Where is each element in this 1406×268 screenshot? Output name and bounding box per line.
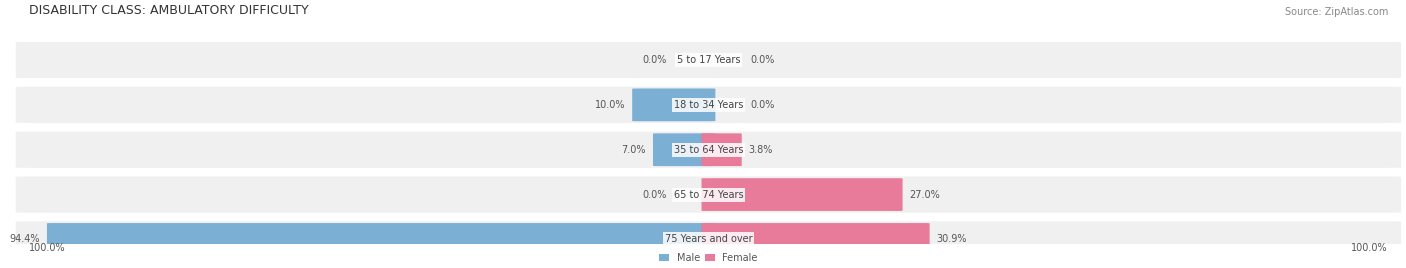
Text: 0.0%: 0.0% xyxy=(643,55,666,65)
Text: 35 to 64 Years: 35 to 64 Years xyxy=(673,145,744,155)
Text: DISABILITY CLASS: AMBULATORY DIFFICULTY: DISABILITY CLASS: AMBULATORY DIFFICULTY xyxy=(30,4,308,17)
FancyBboxPatch shape xyxy=(702,133,742,166)
FancyBboxPatch shape xyxy=(15,41,1402,79)
Text: 100.0%: 100.0% xyxy=(30,243,66,253)
Text: 5 to 17 Years: 5 to 17 Years xyxy=(676,55,740,65)
FancyBboxPatch shape xyxy=(15,221,1402,258)
Text: Source: ZipAtlas.com: Source: ZipAtlas.com xyxy=(1285,8,1388,17)
Text: 0.0%: 0.0% xyxy=(749,100,775,110)
Text: 94.4%: 94.4% xyxy=(10,234,39,244)
Text: 100.0%: 100.0% xyxy=(1351,243,1388,253)
Text: 65 to 74 Years: 65 to 74 Years xyxy=(673,189,744,200)
FancyBboxPatch shape xyxy=(652,133,716,166)
FancyBboxPatch shape xyxy=(633,88,716,121)
Text: 0.0%: 0.0% xyxy=(749,55,775,65)
Text: 3.8%: 3.8% xyxy=(748,145,773,155)
Text: 27.0%: 27.0% xyxy=(910,189,941,200)
FancyBboxPatch shape xyxy=(46,223,716,256)
FancyBboxPatch shape xyxy=(15,176,1402,213)
Text: 10.0%: 10.0% xyxy=(595,100,626,110)
Text: 0.0%: 0.0% xyxy=(643,189,666,200)
Text: 7.0%: 7.0% xyxy=(621,145,645,155)
Text: 30.9%: 30.9% xyxy=(936,234,967,244)
Text: 75 Years and over: 75 Years and over xyxy=(665,234,752,244)
FancyBboxPatch shape xyxy=(702,178,903,211)
FancyBboxPatch shape xyxy=(15,86,1402,124)
FancyBboxPatch shape xyxy=(15,131,1402,169)
Legend: Male, Female: Male, Female xyxy=(655,249,762,266)
Text: 18 to 34 Years: 18 to 34 Years xyxy=(673,100,744,110)
FancyBboxPatch shape xyxy=(702,223,929,256)
